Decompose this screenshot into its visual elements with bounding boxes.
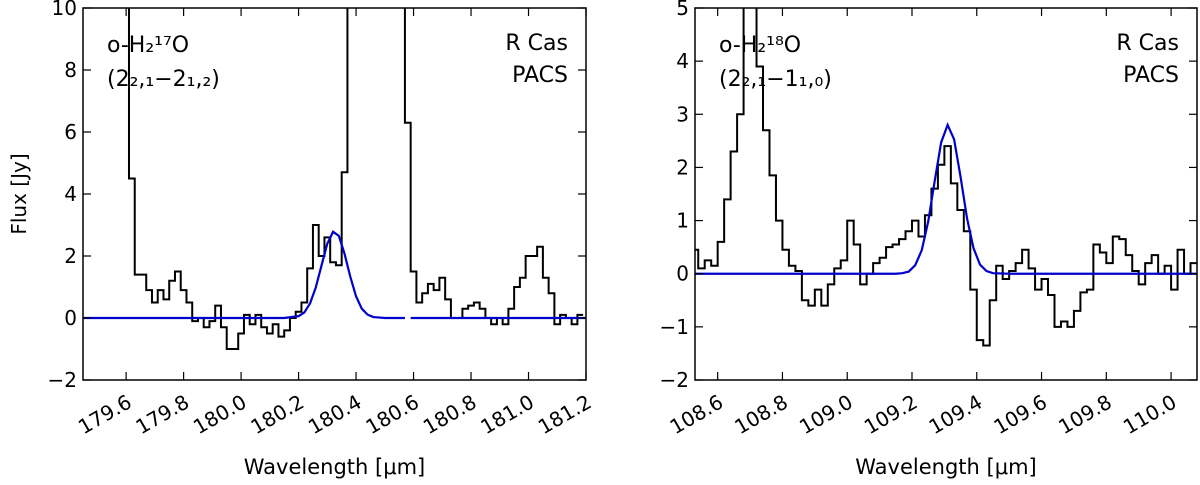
y-tick-label: −1 — [660, 315, 689, 339]
y-tick-label: 6 — [64, 120, 77, 144]
source-label: R Cas — [505, 31, 568, 56]
x-tick-label: 180.2 — [246, 390, 308, 439]
x-tick-label: 179.8 — [132, 390, 194, 439]
x-axis-label: Wavelength [μm] — [855, 455, 1036, 479]
spectrum — [127, 8, 349, 350]
source-label: R Cas — [1116, 31, 1179, 56]
y-tick-label: 0 — [64, 306, 77, 330]
fit-line — [83, 230, 405, 320]
x-tick-label: 108.6 — [666, 390, 728, 439]
fit-line — [695, 122, 1197, 275]
axes-frame — [694, 7, 1198, 381]
y-tick-label: 4 — [64, 182, 77, 206]
x-tick-label: 181.0 — [476, 390, 538, 439]
instrument-label: PACS — [1123, 63, 1179, 88]
instrument-label: PACS — [512, 63, 568, 88]
x-tick-label: 109.4 — [925, 390, 987, 439]
x-tick-label: 110.0 — [1119, 390, 1181, 439]
spectrum — [695, 8, 1197, 347]
x-tick-label: 109.6 — [989, 390, 1051, 439]
y-tick-label: 2 — [676, 155, 689, 179]
y-tick-label: 0 — [676, 262, 689, 286]
y-tick-label: 4 — [676, 49, 689, 73]
y-tick-label: 5 — [676, 0, 689, 20]
x-tick-label: 180.4 — [304, 390, 366, 439]
x-tick-label: 180.6 — [361, 390, 423, 439]
y-tick-label: −2 — [660, 368, 689, 392]
x-tick-label: 179.6 — [74, 390, 136, 439]
y-tick-label: 8 — [64, 58, 77, 82]
x-tick-label: 108.8 — [730, 390, 792, 439]
plot-area — [83, 8, 586, 350]
transition-label: (2₂,₁−2₁,₂) — [107, 67, 220, 92]
y-tick-label: 3 — [676, 102, 689, 126]
x-axis-label: Wavelength [μm] — [244, 455, 425, 479]
transition-label: (2₂,₁−1₁,₀) — [719, 67, 832, 92]
x-tick-label: 180.0 — [189, 390, 251, 439]
y-tick-label: −2 — [48, 368, 77, 392]
plot-area — [695, 8, 1197, 347]
y-axis-label: Flux [Jy] — [7, 153, 31, 234]
y-tick-label: 10 — [52, 0, 77, 20]
axes-frame — [82, 7, 587, 381]
x-tick-label: 109.8 — [1054, 390, 1116, 439]
x-tick-label: 109.0 — [795, 390, 857, 439]
y-tick-label: 1 — [676, 209, 689, 233]
x-tick-label: 181.2 — [534, 390, 596, 439]
y-tick-label: 2 — [64, 244, 77, 268]
x-tick-label: 109.2 — [860, 390, 922, 439]
species-label: o-H₂¹⁷O — [107, 33, 189, 58]
x-tick-label: 180.8 — [419, 390, 481, 439]
spectrum — [403, 8, 584, 326]
species-label: o-H₂¹⁸O — [719, 33, 801, 58]
